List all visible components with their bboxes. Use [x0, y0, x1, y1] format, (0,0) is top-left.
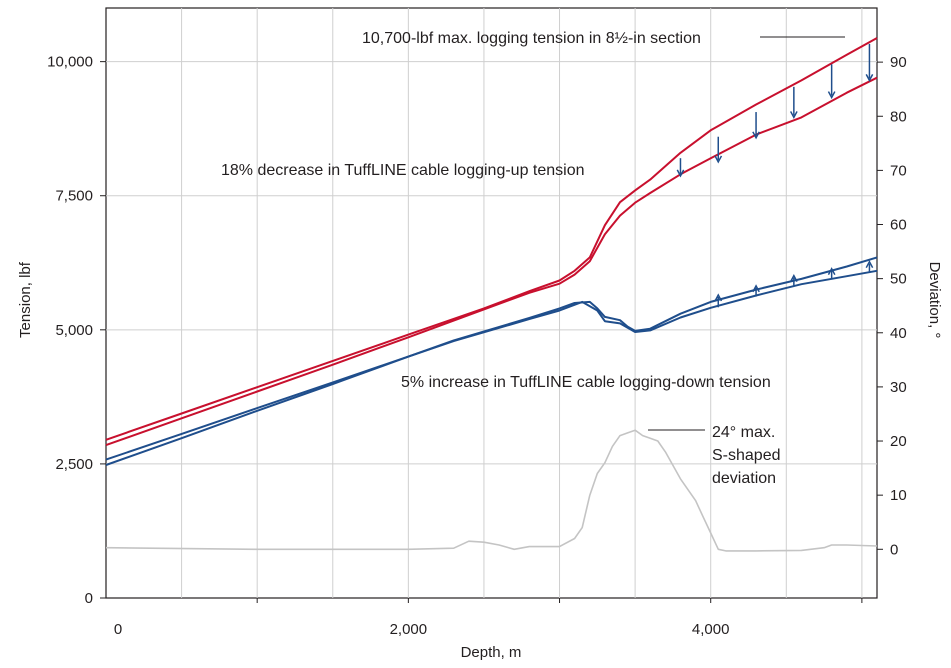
- y-right-tick-label: 10: [890, 487, 907, 504]
- decrease-arrow: [865, 43, 874, 83]
- logging-up-line-conventional: [105, 37, 878, 441]
- logging-up-line-tuffline: [105, 76, 878, 447]
- y-right-tick-label: 50: [890, 271, 907, 288]
- y-right-tick-label: 40: [890, 325, 907, 342]
- plot-frame: [105, 7, 878, 599]
- y-left-tick-label: 2,500: [55, 456, 93, 473]
- y-right-tick-label: 30: [890, 379, 907, 396]
- decrease-arrow: [789, 86, 798, 120]
- y-right-tick-label: 20: [890, 433, 907, 450]
- deviation-annotation-line2: S-shaped: [712, 447, 781, 464]
- series-group: [105, 37, 878, 552]
- increase-arrow: [865, 260, 874, 273]
- x-tick-label: 0: [114, 621, 122, 638]
- max-tension-annotation: 10,700-lbf max. logging tension in 8½-in…: [362, 30, 701, 47]
- decrease-arrow: [714, 136, 723, 164]
- increase-arrow: [827, 267, 836, 279]
- x-tick-label: 2,000: [390, 621, 428, 638]
- x-tick-label: 4,000: [692, 621, 730, 638]
- y-left-tick-label: 7,500: [55, 188, 93, 205]
- y-right-tick-label: 0: [890, 541, 898, 558]
- y-left-tick-label: 0: [85, 590, 93, 607]
- y-axis-label-right: Deviation, °: [926, 262, 943, 339]
- y-right-tick-label: 60: [890, 217, 907, 234]
- decrease-arrow: [752, 112, 760, 140]
- increase-arrow: [789, 274, 798, 287]
- increase-arrow: [714, 293, 723, 308]
- decrease-arrow: [676, 158, 685, 178]
- gridlines: [106, 8, 877, 598]
- decrease-arrow: [827, 64, 836, 100]
- deviation-annotation-line3: deviation: [712, 470, 776, 487]
- arrow-group: [676, 43, 874, 308]
- increase-arrow: [752, 284, 760, 297]
- y-right-tick-label: 90: [890, 54, 907, 71]
- y-right-tick-label: 70: [890, 162, 907, 179]
- y-left-tick-label: 5,000: [55, 322, 93, 339]
- deviation-line: [105, 429, 878, 552]
- x-axis-label: Depth, m: [461, 644, 522, 661]
- y-right-tick-label: 80: [890, 108, 907, 125]
- increase-annotation: 5% increase in TuffLINE cable logging-do…: [401, 374, 771, 391]
- y-left-tick-label: 10,000: [47, 54, 93, 71]
- logging-down-line-conventional: [105, 269, 878, 466]
- decrease-annotation: 18% decrease in TuffLINE cable logging-u…: [221, 162, 585, 179]
- tick-group: 0 2,500 5,000 7,500 10,000 0 10 20 30 40 50 60 70 80 9…: [47, 54, 907, 638]
- y-axis-label-left: Tension, lbf: [17, 261, 34, 338]
- deviation-annotation-line1: 24° max.: [712, 424, 775, 441]
